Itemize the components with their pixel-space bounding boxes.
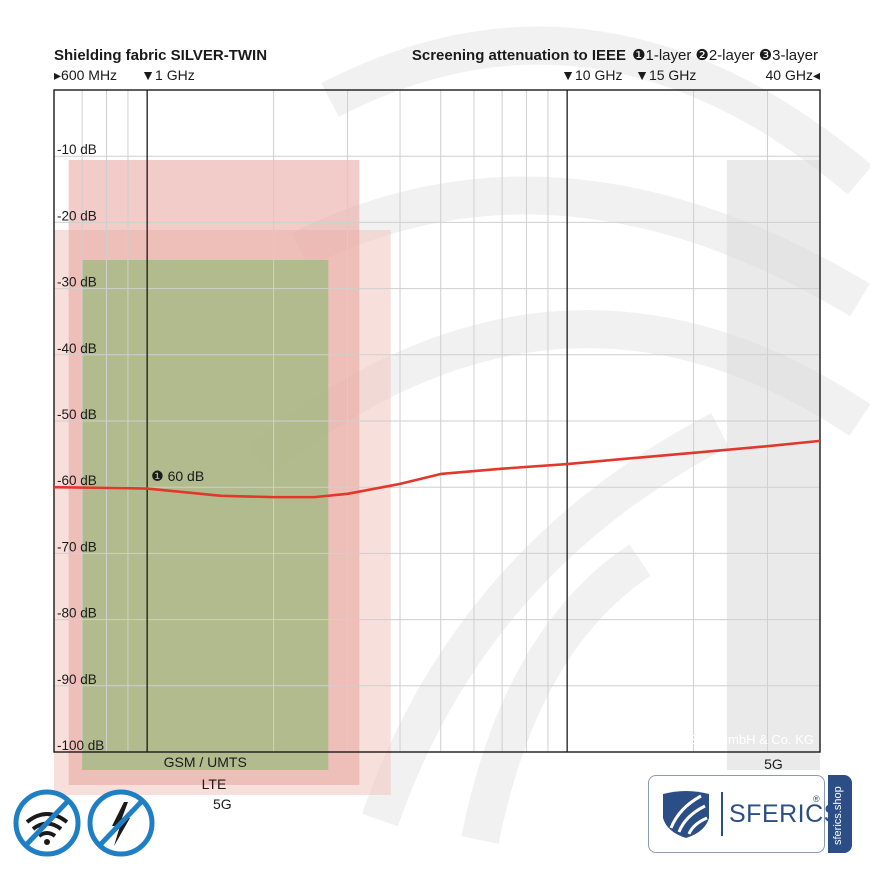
x-marker-2: ▼10 GHz — [561, 67, 622, 83]
x-markers: ▸600 MHz ▼1 GHz ▼10 GHz ▼15 GHz 40 GHz◂ — [54, 67, 820, 83]
legend-1-symbol: ❶ — [632, 47, 645, 64]
band-label-0: GSM / UMTS — [164, 754, 247, 770]
series-line-0 — [53, 439, 821, 499]
logo-registered-mark: ® — [813, 794, 820, 804]
y-axis-labels: -10 dB -20 dB -30 dB -40 dB -50 dB -60 dB -70 … — [57, 142, 104, 753]
x-marker-3: ▼15 GHz — [635, 67, 696, 83]
y-tick-label-3: -40 dB — [57, 341, 97, 356]
y-tick-label-7: -80 dB — [57, 606, 97, 621]
legend-1-label: 1-layer — [646, 47, 692, 64]
chart-subtitle: Screening attenuation to IEEE — [412, 47, 626, 64]
logo-divider — [721, 792, 723, 836]
x-marker-0: ▸600 MHz — [54, 67, 117, 83]
copyright-text: © YSHIELD GmbH & Co. KG — [646, 732, 814, 747]
legend-3-symbol: ❸ — [759, 47, 772, 64]
y-tick-label-1: -20 dB — [57, 208, 97, 223]
y-tick-label-0: -10 dB — [57, 142, 97, 157]
y-tick-label-4: -50 dB — [57, 407, 97, 422]
logo-shop-tab[interactable]: sferics.shop — [828, 775, 852, 853]
y-tick-label-5: -60 dB — [57, 473, 97, 488]
band-label-3: 5G — [764, 756, 783, 772]
logo-tab-text: sferics.shop — [832, 786, 844, 845]
band-0 — [82, 260, 329, 770]
band-label-1: LTE — [202, 776, 227, 792]
shield-logo-icon — [663, 791, 709, 838]
band-label-2: 5G — [213, 796, 232, 812]
no-wifi-icon — [13, 789, 81, 857]
legend-2-label: 2-layer — [709, 47, 755, 64]
x-marker-1: ▼1 GHz — [141, 67, 195, 83]
legend-3-label: 3-layer — [772, 47, 818, 64]
marker-lines — [146, 90, 568, 752]
chart-title: Shielding fabric SILVER-TWIN — [54, 47, 267, 64]
legend-2-symbol: ❷ — [695, 47, 708, 64]
band-3 — [726, 160, 820, 770]
series-label-0: ❶ 60 dB — [151, 468, 204, 484]
y-tick-label-6: -70 dB — [57, 539, 97, 554]
y-tick-label-9: -100 dB — [57, 738, 104, 753]
x-marker-4: 40 GHz◂ — [766, 67, 821, 83]
frequency-bands: GSM / UMTS LTE 5G 5G — [54, 160, 820, 812]
plot-frame — [53, 89, 821, 753]
logo-brand: SFERICS — [729, 800, 841, 828]
y-tick-label-8: -90 dB — [57, 672, 97, 687]
chart-grid — [54, 90, 820, 753]
y-tick-label-2: -30 dB — [57, 275, 97, 290]
no-electric-field-icon — [87, 789, 155, 857]
chart-subtitle-legend: Screening attenuation to IEEE ❶1-layer ❷2-… — [412, 47, 818, 64]
sferics-logo[interactable]: SFERICS ® — [648, 775, 840, 853]
series-layer: ❶ 60 dB — [53, 439, 821, 499]
